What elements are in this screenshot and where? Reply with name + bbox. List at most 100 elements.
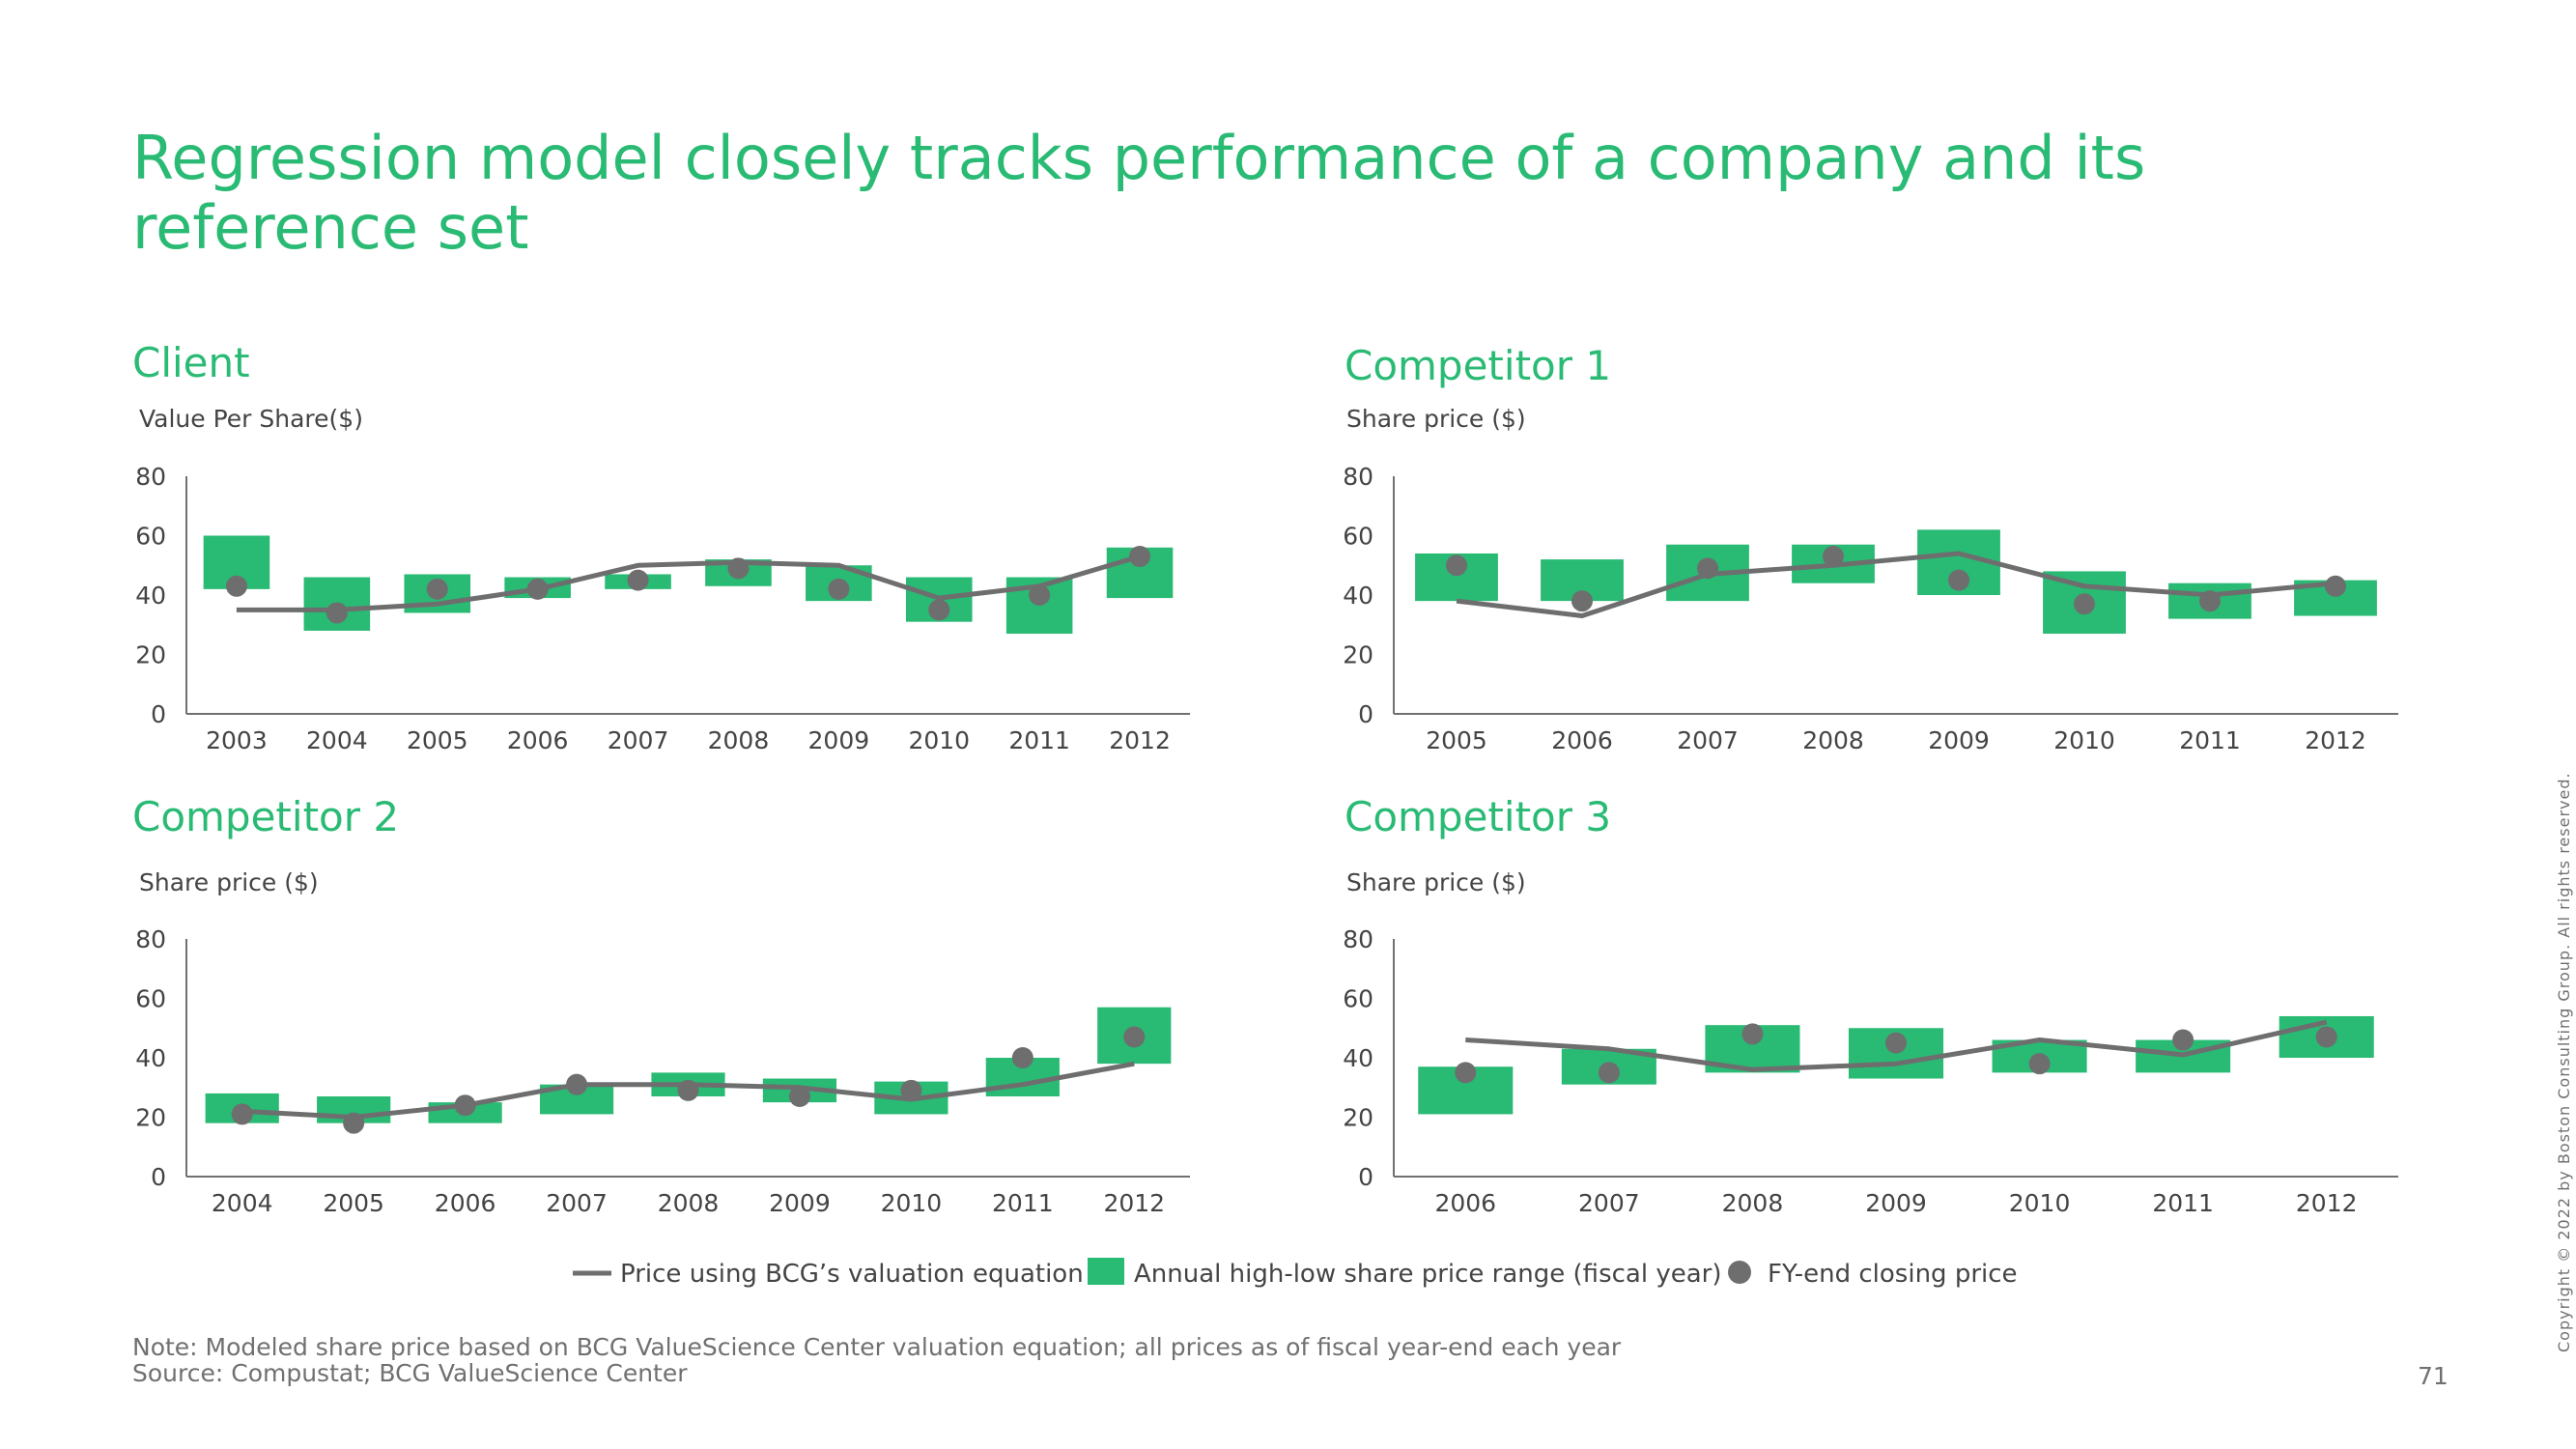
x-tick-label: 2010 (908, 726, 970, 754)
closing-price-dot (1571, 590, 1593, 612)
y-tick-label: 40 (135, 1044, 166, 1072)
closing-price-dot (1455, 1062, 1477, 1084)
y-tick-label: 80 (135, 925, 166, 953)
closing-price-dot (2074, 593, 2095, 615)
model-price-line (1465, 1019, 2328, 1072)
closing-price-dot (1741, 1023, 1764, 1045)
closing-price-dot (1129, 546, 1151, 568)
closing-price-dot (526, 578, 549, 600)
x-tick-label: 2009 (1865, 1189, 1927, 1217)
y-axis-label: Share price ($) (1346, 405, 1526, 433)
x-tick-label: 2006 (1434, 1189, 1496, 1217)
closing-price-dot (1029, 584, 1051, 606)
footnote: Note: Modeled share price based on BCG V… (132, 1334, 1621, 1386)
y-tick-label: 20 (135, 641, 166, 669)
x-tick-label: 2009 (769, 1189, 831, 1217)
x-tick-label: 2007 (1677, 726, 1739, 754)
x-tick-label: 2008 (1722, 1189, 1784, 1217)
closing-price-dot (454, 1094, 476, 1117)
closing-price-dot (627, 569, 649, 591)
y-tick-label: 60 (135, 985, 166, 1013)
panel-title: Competitor 1 (1345, 342, 1611, 389)
x-tick-label: 2011 (1008, 726, 1070, 754)
closing-price-dot (1446, 554, 1467, 577)
panel-title: Competitor 2 (132, 793, 399, 840)
x-tick-label: 2012 (1109, 726, 1171, 754)
y-axis-label: Value Per Share($) (139, 405, 363, 433)
page-title: Regression model closely tracks performa… (132, 123, 2146, 263)
x-tick-label: 2007 (546, 1189, 608, 1217)
x-tick-label: 2010 (881, 1189, 943, 1217)
x-tick-label: 2011 (2179, 726, 2241, 754)
legend-range-label: Annual high-low share price range (fisca… (1134, 1260, 1721, 1289)
legend-range-swatch (1088, 1258, 1124, 1285)
x-tick-label: 2004 (212, 1189, 273, 1217)
y-tick-label: 80 (1343, 463, 1373, 491)
x-tick-label: 2012 (2305, 726, 2366, 754)
x-tick-label: 2009 (808, 726, 870, 754)
closing-price-dot (1948, 569, 1969, 591)
x-tick-label: 2006 (435, 1189, 496, 1217)
closing-price-dot (2325, 575, 2346, 597)
x-tick-label: 2006 (507, 726, 569, 754)
y-tick-label: 80 (135, 463, 166, 491)
x-tick-label: 2010 (2009, 1189, 2071, 1217)
closing-price-dot (900, 1079, 922, 1101)
closing-price-dot (225, 575, 247, 597)
y-tick-label: 40 (1343, 582, 1373, 610)
closing-price-dot (326, 602, 348, 624)
x-tick-label: 2003 (206, 726, 268, 754)
closing-price-dot (1885, 1032, 1907, 1054)
note-text: Note: Modeled share price based on BCG V… (132, 1333, 1622, 1361)
closing-price-dot (2199, 590, 2221, 612)
x-tick-label: 2012 (2296, 1189, 2358, 1217)
x-tick-label: 2007 (608, 726, 669, 754)
closing-price-dot (928, 599, 950, 621)
closing-price-dot (2172, 1029, 2194, 1051)
y-tick-label: 60 (1343, 523, 1373, 551)
x-tick-label: 2008 (708, 726, 770, 754)
model-price-line (1456, 551, 2336, 618)
closing-price-dot (2028, 1053, 2051, 1075)
x-tick-label: 2011 (992, 1189, 1054, 1217)
closing-price-dot (727, 557, 750, 580)
closing-price-dot (426, 578, 448, 600)
model-price-line (236, 554, 1141, 612)
x-tick-label: 2009 (1928, 726, 1990, 754)
y-tick-label: 20 (1343, 641, 1373, 669)
closing-price-dot (677, 1079, 699, 1101)
x-tick-label: 2005 (323, 1189, 384, 1217)
source-text: Source: Compustat; BCG ValueScience Cent… (132, 1359, 688, 1387)
panel-title: Client (132, 339, 250, 386)
y-tick-label: 40 (1343, 1044, 1373, 1072)
y-tick-label: 60 (1343, 985, 1373, 1013)
y-tick-label: 60 (135, 523, 166, 551)
legend-dot-label: FY-end closing price (1768, 1260, 2018, 1289)
x-tick-label: 2005 (407, 726, 468, 754)
x-tick-label: 2007 (1578, 1189, 1640, 1217)
y-tick-label: 0 (1358, 700, 1373, 728)
closing-price-dot (231, 1103, 253, 1125)
x-tick-label: 2011 (2152, 1189, 2214, 1217)
y-tick-label: 0 (151, 700, 166, 728)
x-tick-label: 2004 (306, 726, 368, 754)
legend-dot-swatch (1728, 1261, 1751, 1284)
x-tick-label: 2006 (1551, 726, 1613, 754)
closing-price-dot (566, 1073, 588, 1095)
x-tick-label: 2008 (658, 1189, 720, 1217)
closing-price-dot (1598, 1062, 1620, 1084)
x-tick-label: 2008 (1802, 726, 1864, 754)
y-tick-label: 40 (135, 582, 166, 610)
x-tick-label: 2005 (1426, 726, 1487, 754)
y-tick-label: 20 (135, 1104, 166, 1132)
y-tick-label: 80 (1343, 925, 1373, 953)
closing-price-dot (788, 1085, 810, 1107)
closing-price-dot (2315, 1026, 2337, 1048)
copyright-text: Copyright © 2022 by Boston Consulting Gr… (2555, 772, 2573, 1352)
y-tick-label: 0 (151, 1163, 166, 1191)
closing-price-dot (1011, 1047, 1033, 1068)
x-tick-label: 2010 (2053, 726, 2115, 754)
panel-title: Competitor 3 (1345, 793, 1611, 840)
y-tick-label: 0 (1358, 1163, 1373, 1191)
